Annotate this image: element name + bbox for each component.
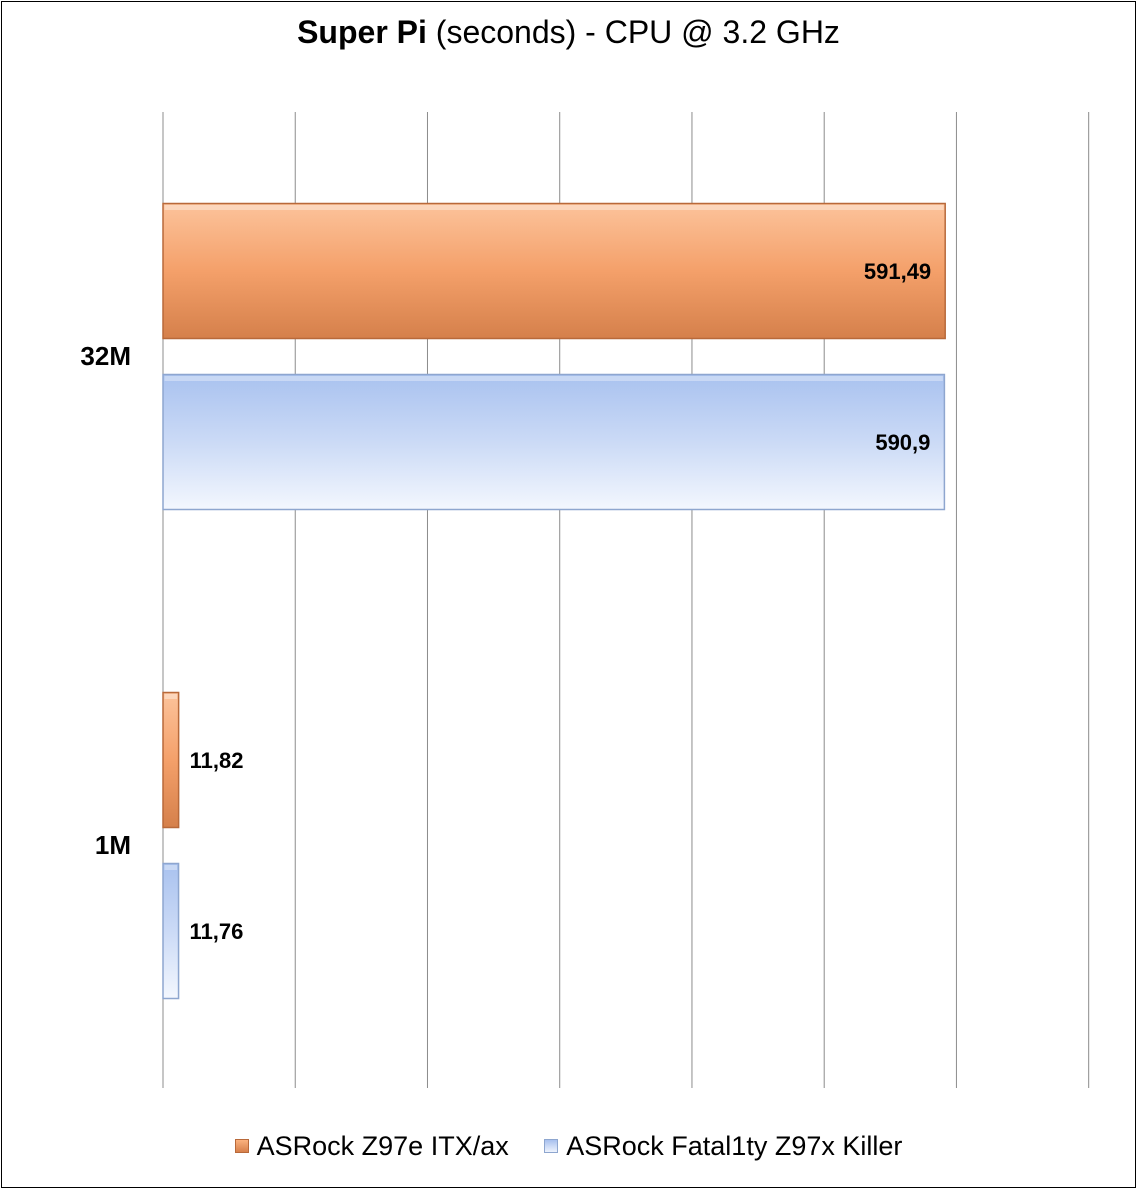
bar-highlight-1M-series-0: [164, 694, 178, 699]
value-label-1M-series-1: 11,76: [190, 919, 244, 944]
legend-swatch-blue: [544, 1139, 559, 1154]
chart-title-rest: (seconds) - CPU @ 3.2 GHz: [426, 14, 840, 50]
bar-highlight-32M-series-1: [164, 376, 943, 381]
legend-item-fatal1ty: ASRock Fatal1ty Z97x Killer: [544, 1131, 902, 1162]
legend-item-z97e: ASRock Z97e ITX/ax: [234, 1131, 509, 1162]
legend-label-fatal1ty: ASRock Fatal1ty Z97x Killer: [566, 1131, 903, 1162]
bars: [162, 202, 946, 1000]
bar-highlight-1M-series-1: [164, 865, 178, 870]
chart-title: Super Pi (seconds) - CPU @ 3.2 GHz: [0, 14, 1137, 51]
legend: ASRock Z97e ITX/ax ASRock Fatal1ty Z97x …: [0, 1130, 1137, 1162]
bar-1M-series-1: [162, 862, 180, 1000]
labels: 32M 591,49 590,9 1M 11,82 11,76: [80, 259, 931, 944]
category-label-1M: 1M: [95, 830, 131, 860]
legend-label-z97e: ASRock Z97e ITX/ax: [256, 1131, 509, 1162]
value-label-1M-series-0: 11,82: [190, 748, 244, 773]
bar-32M-series-0: [162, 202, 946, 340]
category-label-32M: 32M: [80, 341, 131, 371]
bar-1M-series-0: [162, 691, 180, 829]
value-label-32M-series-0: 591,49: [864, 259, 931, 284]
bar-highlight-32M-series-0: [164, 205, 944, 210]
value-label-32M-series-1: 590,9: [875, 430, 930, 455]
chart-title-bold: Super Pi: [297, 14, 427, 50]
legend-swatch-orange: [234, 1139, 249, 1154]
bar-32M-series-1: [162, 373, 946, 511]
